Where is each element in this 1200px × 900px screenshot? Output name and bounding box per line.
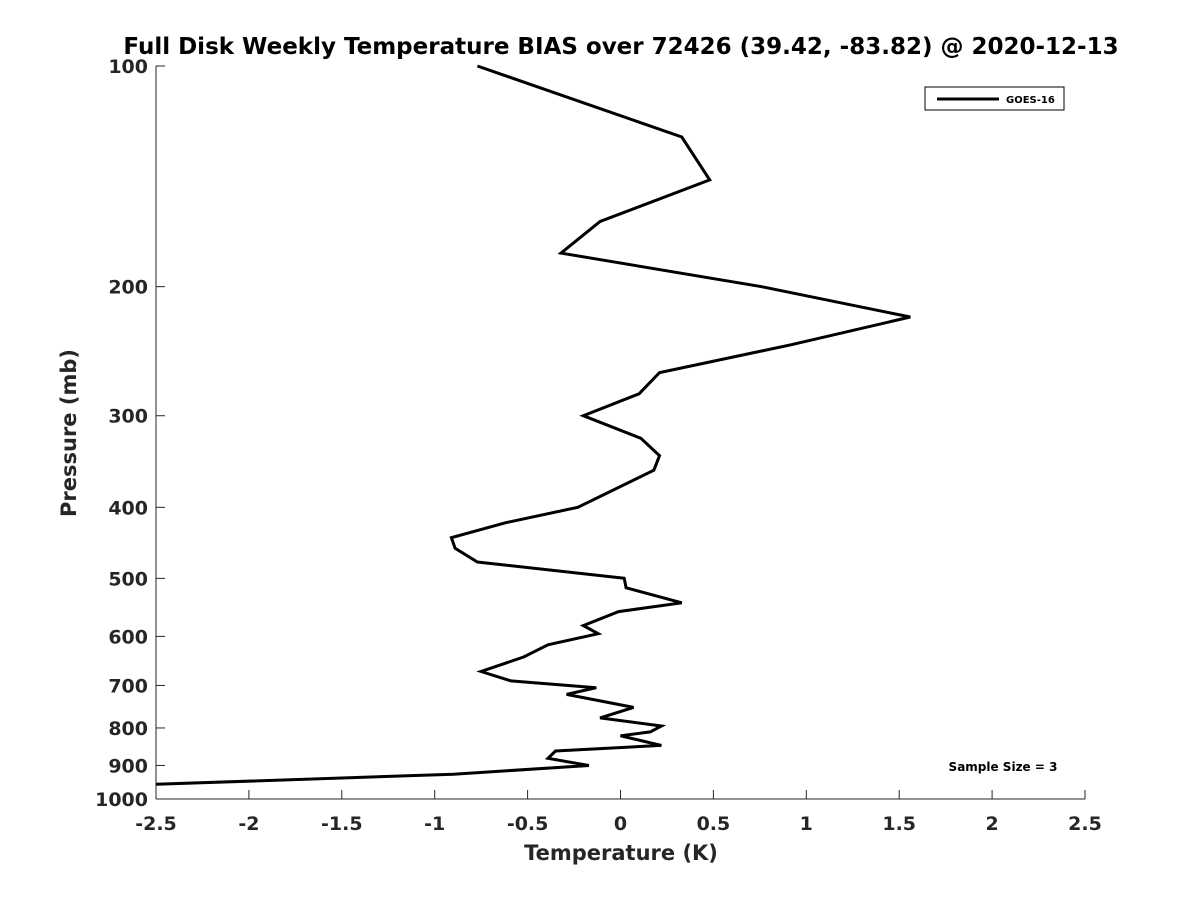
y-tick-label: 300: [108, 406, 148, 428]
y-axis: 100 200 300 400 500 600 700 800 900 1000: [95, 56, 165, 811]
x-tick-label: 2.5: [1068, 813, 1102, 835]
y-tick-label: 200: [108, 277, 148, 299]
chart-title: Full Disk Weekly Temperature BIAS over 7…: [123, 34, 1118, 60]
sample-size-annotation: Sample Size = 3: [949, 760, 1058, 774]
x-tick-label: -1: [424, 813, 445, 835]
y-tick-label: 500: [108, 568, 148, 590]
x-axis-label: Temperature (K): [524, 841, 718, 865]
y-tick-label: 100: [108, 56, 148, 78]
x-tick-label: -0.5: [507, 813, 549, 835]
series-layer: [155, 64, 911, 786]
x-tick-label: -2.5: [135, 813, 177, 835]
y-tick-label: 400: [108, 497, 148, 519]
y-axis-label: Pressure (mb): [57, 349, 81, 517]
y-tick-label: 1000: [95, 789, 148, 811]
y-tick-label: 900: [108, 755, 148, 777]
y-tick-label: 600: [108, 626, 148, 648]
series-line-goes-16: [155, 64, 911, 786]
x-tick-label: 1.5: [882, 813, 916, 835]
plot-area: [155, 66, 1085, 800]
x-tick-label: -2: [238, 813, 259, 835]
x-tick-label: 2: [985, 813, 998, 835]
x-tick-label: 1: [800, 813, 813, 835]
x-tick-label: 0: [614, 813, 627, 835]
x-tick-label: 0.5: [697, 813, 731, 835]
legend: GOES-16: [924, 86, 1065, 111]
y-tick-label: 700: [108, 675, 148, 697]
y-tick-label: 800: [108, 718, 148, 740]
x-tick-label: -1.5: [321, 813, 363, 835]
legend-label-goes-16: GOES-16: [1006, 95, 1055, 106]
x-axis: -2.5 -2 -1.5 -1 -0.5 0 0.5 1 1.5 2 2.5: [135, 790, 1102, 835]
